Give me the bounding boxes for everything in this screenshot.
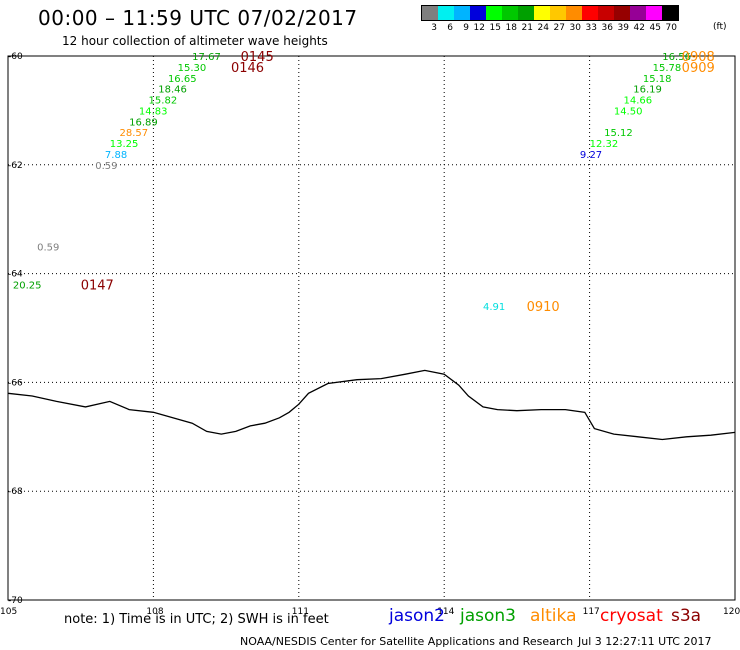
latitude-tick-label: -62 [8,161,23,171]
wave-height-value: 0.59 [37,242,59,253]
wave-height-observations: 17.6715.3016.6518.4615.8214.8316.8928.57… [13,52,691,313]
latitude-tick-label: -64 [8,270,23,280]
wave-height-value: 7.88 [105,150,127,161]
longitude-tick-label: 114 [437,607,454,617]
map-subtitle: 12 hour collection of altimeter wave hei… [62,34,328,48]
color-swatch [454,6,470,20]
pass-time-label: 0910 [527,300,560,315]
color-swatch [470,6,486,20]
wave-height-value: 12.32 [590,139,619,150]
wave-height-value: 17.67 [192,52,221,63]
pass-time-label: 0908 [682,50,715,65]
pass-time-label: 0147 [81,278,114,293]
satellite-legend-jason2: jason2 [389,606,445,626]
longitude-tick-label: 111 [292,607,309,617]
wave-height-value: 28.57 [119,128,148,139]
color-scale-label: 24 [537,23,549,33]
color-swatch [582,6,598,20]
satellite-legend-cryosat: cryosat [600,606,663,626]
wave-height-value: 15.82 [149,96,178,107]
color-swatch [422,6,438,20]
color-scale-label: 45 [649,23,661,33]
color-scale-label: 9 [463,23,469,33]
color-scale-label: 36 [601,23,613,33]
color-swatch [662,6,678,20]
longitude-tick-label: 117 [583,607,600,617]
wave-height-value: 16.19 [633,85,662,96]
color-swatch [614,6,630,20]
longitude-tick-label: 105 [0,607,17,617]
color-scale-label: 39 [617,23,629,33]
longitude-tick-label: 120 [723,607,740,617]
wave-height-value: 14.83 [139,106,168,117]
map-tick-labels: 105 108 111 114 117 120 -60 -62 -64 -66 -68 -70 [0,52,740,617]
color-swatch [486,6,502,20]
longitude-tick-label: 108 [146,607,163,617]
wave-height-value: 4.91 [483,302,505,313]
wave-height-value: 15.78 [653,63,682,74]
pass-time-label: 0146 [231,61,264,76]
color-scale-label: 27 [553,23,565,33]
color-scale-swatches [421,5,679,21]
color-swatch [598,6,614,20]
color-scale-unit: (ft) [713,22,727,32]
latitude-tick-label: -60 [8,52,23,62]
latitude-tick-label: -70 [8,596,23,606]
wave-height-value: 0.59 [95,161,117,172]
wave-height-value: 9.27 [580,150,602,161]
satellite-legend-altika: altika [530,606,577,626]
color-scale-label: 30 [569,23,581,33]
wave-height-value: 14.50 [614,106,643,117]
color-swatch [630,6,646,20]
satellite-legend-jason3: jason3 [460,606,516,626]
wave-height-value: 15.30 [178,63,207,74]
latitude-tick-label: -66 [8,378,23,388]
wave-height-color-scale: 3 6 9 12 15 18 21 24 27 30 33 36 39 42 45 70 (ft) [421,5,727,33]
wave-height-value: 13.25 [110,139,139,150]
color-swatch [518,6,534,20]
color-swatch [566,6,582,20]
footer-credit: NOAA/NESDIS Center for Satellite Applica… [240,635,574,648]
map-frame [7,55,736,601]
color-scale-label: 18 [505,23,517,33]
color-scale-label: 6 [447,23,453,33]
latitude-tick-label: -68 [8,487,23,497]
color-scale-label: 3 [431,23,437,33]
color-swatch [646,6,662,20]
wave-height-value: 20.25 [13,280,42,291]
footer-note: note: 1) Time is in UTC; 2) SWH is in fe… [64,612,329,627]
color-scale-label: 42 [633,23,645,33]
color-scale-labels: 3 6 9 12 15 18 21 24 27 30 33 36 39 42 45 70 [421,23,679,33]
satellite-legend-s3a: s3a [671,606,702,626]
color-scale-label: 15 [489,23,501,33]
color-swatch [534,6,550,20]
wave-height-value: 16.65 [168,74,197,85]
color-scale-label: 70 [665,23,677,33]
wave-height-value: 16.89 [129,117,158,128]
color-swatch [550,6,566,20]
pass-time-label: 0909 [682,61,715,76]
wave-height-value: 14.66 [624,96,653,107]
antarctic-coastline [7,369,736,441]
map-graticule [8,56,735,600]
footer-timestamp: Jul 3 12:27:11 UTC 2017 [578,635,712,648]
color-scale-label: 33 [585,23,597,33]
pass-time-label: 0145 [241,50,274,65]
color-scale-label: 12 [473,23,485,33]
wave-height-value: 15.12 [604,128,633,139]
color-scale-label: 21 [521,23,533,33]
color-swatch [438,6,454,20]
map-title: 00:00 – 11:59 UTC 07/02/2017 [38,6,358,30]
color-swatch [502,6,518,20]
wave-height-value: 15.18 [643,74,672,85]
wave-height-value: 18.46 [158,85,187,96]
wave-height-value: 16.56 [662,52,691,63]
